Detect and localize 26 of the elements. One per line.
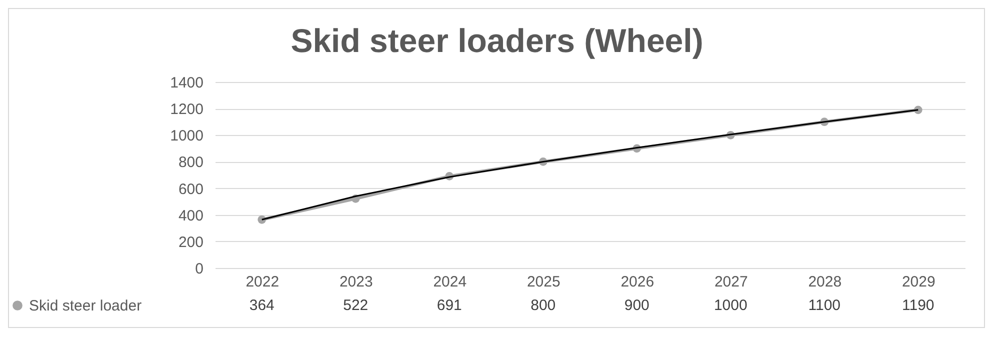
data-label: 900 <box>624 297 650 314</box>
y-tick-label: 400 <box>178 207 204 224</box>
y-tick-label: 1200 <box>170 101 204 118</box>
data-label: 1000 <box>714 297 748 314</box>
data-label: 691 <box>436 297 462 314</box>
legend-label: Skid steer loader <box>29 298 142 314</box>
x-tick-label: 2028 <box>808 274 842 290</box>
y-tick-label: 800 <box>178 154 204 172</box>
x-tick-label: 2025 <box>526 274 560 290</box>
y-tick-label: 200 <box>178 234 204 251</box>
y-tick-label: 600 <box>178 180 204 198</box>
x-tick-label: 2027 <box>714 274 748 290</box>
x-tick-label: 2022 <box>246 274 280 290</box>
data-label: 800 <box>530 297 556 314</box>
y-tick-label: 1000 <box>170 128 204 145</box>
data-label: 522 <box>343 297 368 314</box>
data-label: 1190 <box>902 297 934 314</box>
x-tick-label: 2023 <box>339 274 373 290</box>
x-tick-label: 2029 <box>902 274 936 290</box>
data-label: 364 <box>249 297 274 314</box>
chart-title: Skid steer loaders (Wheel) <box>290 22 704 59</box>
data-label: 1100 <box>808 297 841 314</box>
y-tick-label: 1400 <box>170 74 204 92</box>
x-tick-label: 2026 <box>620 274 654 290</box>
y-tick-label: 0 <box>195 260 204 278</box>
x-tick-label: 2024 <box>433 274 467 290</box>
